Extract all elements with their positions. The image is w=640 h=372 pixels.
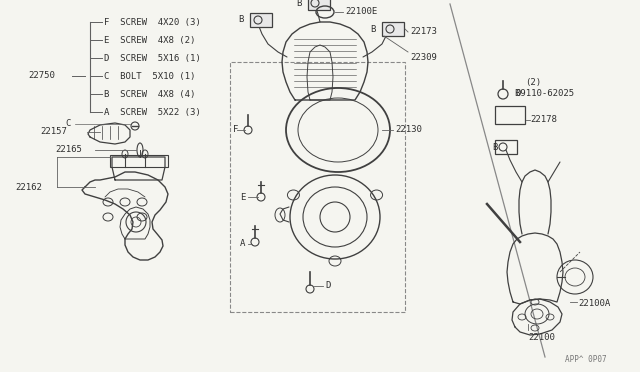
- Text: A: A: [240, 240, 245, 248]
- Text: B: B: [371, 25, 376, 33]
- Bar: [110, 155, 168, 167]
- Text: 22178: 22178: [530, 115, 557, 125]
- Text: C  BOLT  5X10 (1): C BOLT 5X10 (1): [104, 71, 195, 80]
- Bar: [250, 13, 272, 27]
- Ellipse shape: [311, 0, 319, 7]
- Text: 22157: 22157: [40, 128, 67, 137]
- Text: C: C: [65, 119, 70, 128]
- Text: APP^ 0P07: APP^ 0P07: [565, 356, 607, 365]
- Bar: [495, 106, 525, 124]
- Text: 22162: 22162: [15, 183, 42, 192]
- Text: A  SCREW  5X22 (3): A SCREW 5X22 (3): [104, 108, 201, 116]
- Text: 22100A: 22100A: [578, 299, 611, 308]
- Text: B: B: [296, 0, 302, 7]
- Bar: [495, 140, 517, 154]
- Text: F  SCREW  4X20 (3): F SCREW 4X20 (3): [104, 17, 201, 26]
- Text: B  SCREW  4X8 (4): B SCREW 4X8 (4): [104, 90, 195, 99]
- Text: B: B: [515, 90, 520, 99]
- Text: F: F: [233, 125, 238, 135]
- Text: B: B: [239, 16, 244, 25]
- Text: 22173: 22173: [410, 28, 437, 36]
- Text: 09110-62025: 09110-62025: [515, 90, 574, 99]
- Text: 22309: 22309: [410, 52, 437, 61]
- Ellipse shape: [254, 16, 262, 24]
- Text: 22100E: 22100E: [345, 7, 377, 16]
- Text: D: D: [325, 282, 330, 291]
- Bar: [382, 22, 404, 36]
- Text: B: B: [493, 142, 498, 151]
- Text: 22130: 22130: [395, 125, 422, 135]
- Text: E: E: [240, 192, 245, 202]
- Text: 22165: 22165: [55, 145, 82, 154]
- Ellipse shape: [386, 25, 394, 33]
- Text: D  SCREW  5X16 (1): D SCREW 5X16 (1): [104, 54, 201, 62]
- Text: E  SCREW  4X8 (2): E SCREW 4X8 (2): [104, 35, 195, 45]
- Text: 22750: 22750: [28, 71, 55, 80]
- Bar: [308, 0, 330, 10]
- Text: 22100: 22100: [528, 333, 555, 341]
- Text: (2): (2): [525, 77, 541, 87]
- Bar: [230, 62, 405, 312]
